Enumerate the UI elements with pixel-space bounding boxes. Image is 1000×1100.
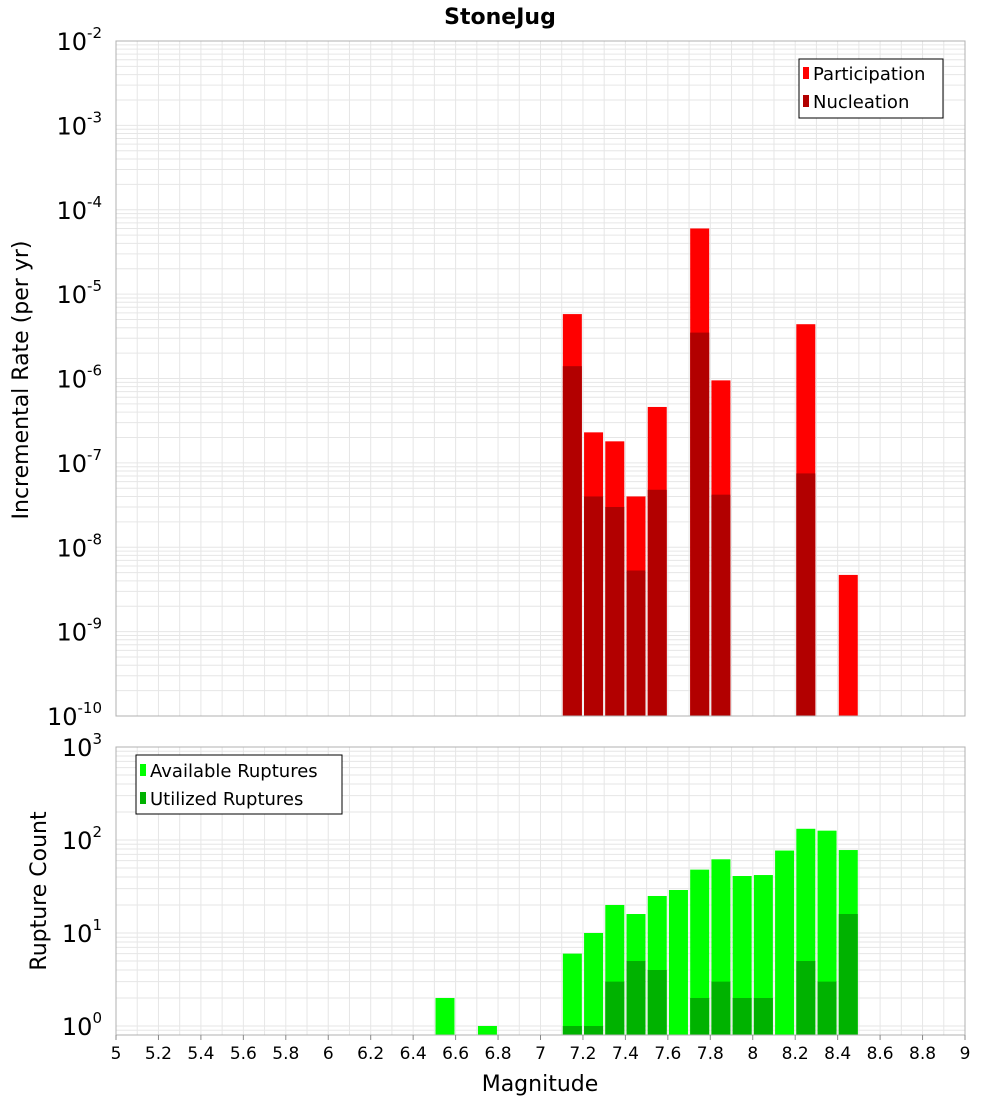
bar-nucleation	[690, 332, 710, 716]
bottom-bars	[435, 828, 858, 1035]
bar-utilized-ruptures	[838, 914, 858, 1035]
legend-swatch-available	[140, 764, 146, 776]
legend-swatch-participation	[803, 67, 809, 79]
x-tick-label: 7.6	[654, 1044, 681, 1064]
bar-nucleation	[562, 366, 582, 716]
top-grid	[115, 40, 966, 717]
bar-participation	[838, 574, 858, 716]
legend-label-nucleation: Nucleation	[813, 92, 909, 113]
bar-utilized-ruptures	[711, 981, 731, 1035]
bar-utilized-ruptures	[753, 997, 773, 1035]
x-tick-label: 9	[960, 1044, 971, 1064]
bar-available-ruptures	[584, 932, 604, 1035]
y-tick-label: 10-9	[56, 615, 102, 647]
top-plot-frame	[115, 40, 966, 717]
x-tick-label: 7.2	[569, 1044, 596, 1064]
legend-swatch-nucleation	[803, 95, 809, 107]
bar-nucleation	[647, 489, 667, 716]
y-tick-label: 10-3	[56, 108, 102, 140]
bottom-y-axis-label: Rupture Count	[27, 811, 52, 971]
y-tick-label: 10-7	[56, 446, 102, 478]
y-tick-label: 10-8	[56, 530, 102, 562]
y-tick-label: 102	[62, 823, 102, 855]
x-tick-label: 8.4	[824, 1044, 851, 1064]
x-tick-label: 5.4	[187, 1044, 214, 1064]
top-legend-box	[798, 58, 944, 119]
x-tick-label: 6.6	[442, 1044, 469, 1064]
y-tick-label: 10-2	[56, 24, 102, 56]
y-tick-label: 10-6	[56, 362, 102, 394]
bar-nucleation	[711, 494, 731, 716]
y-tick-label: 101	[62, 916, 102, 948]
y-tick-label: 10-4	[56, 193, 102, 225]
x-tick-label: 5.8	[272, 1044, 299, 1064]
bar-nucleation	[796, 473, 816, 716]
bar-utilized-ruptures	[584, 1025, 604, 1035]
x-tick-label: 7	[535, 1044, 546, 1064]
bar-available-ruptures	[435, 997, 455, 1035]
top-y-ticks: 10-2 10-3 10-4 10-5 10-6 10-7 10-8 10-9 10-10	[47, 24, 102, 731]
x-tick-label: 8.2	[782, 1044, 809, 1064]
x-tick-label: 8	[747, 1044, 758, 1064]
y-tick-label: 10-10	[47, 699, 102, 731]
y-tick-label: 103	[62, 730, 102, 762]
bottom-panel: 103 102 101 100 5 5.2 5.4 5.6 5.8 6 6.2 6.4 6.6 6.8 7…	[27, 730, 970, 1097]
x-tick-label: 5.2	[145, 1044, 172, 1064]
x-tick-label: 7.4	[612, 1044, 639, 1064]
bar-available-ruptures	[477, 1025, 497, 1035]
x-tick-label: 6	[323, 1044, 334, 1064]
bar-utilized-ruptures	[626, 960, 646, 1035]
legend-label-utilized: Utilized Ruptures	[150, 789, 303, 810]
x-tick-label: 7.8	[697, 1044, 724, 1064]
top-y-axis-label: Incremental Rate (per yr)	[9, 241, 34, 520]
bottom-legend: Available Ruptures Utilized Ruptures	[135, 754, 343, 815]
bar-available-ruptures	[668, 889, 688, 1035]
top-panel: 10-2 10-3 10-4 10-5 10-6 10-7 10-8 10-9 10-10 In…	[9, 24, 966, 731]
x-axis-label: Magnitude	[482, 1072, 599, 1097]
y-tick-label: 10-5	[56, 277, 102, 309]
x-tick-label: 5.6	[230, 1044, 257, 1064]
y-tick-label: 100	[62, 1009, 102, 1041]
bottom-y-ticks: 103 102 101 100	[62, 730, 102, 1041]
x-tick-label: 5	[111, 1044, 122, 1064]
bar-nucleation	[626, 570, 646, 716]
bar-available-ruptures	[775, 850, 795, 1035]
legend-label-available: Available Ruptures	[150, 761, 318, 782]
bar-utilized-ruptures	[732, 997, 752, 1035]
top-bars	[562, 228, 858, 716]
legend-swatch-utilized	[140, 792, 146, 804]
bottom-legend-box	[135, 754, 343, 815]
bar-available-ruptures	[690, 869, 710, 1035]
x-tick-label: 8.6	[867, 1044, 894, 1064]
x-tick-label: 6.4	[400, 1044, 427, 1064]
x-tick-label: 8.8	[909, 1044, 936, 1064]
bar-utilized-ruptures	[690, 997, 710, 1035]
bar-nucleation	[584, 496, 604, 716]
bar-utilized-ruptures	[647, 969, 667, 1035]
top-legend: Participation Nucleation	[798, 58, 944, 119]
chart-title: StoneJug	[444, 5, 556, 30]
bar-nucleation	[605, 506, 625, 716]
bar-utilized-ruptures	[796, 960, 816, 1035]
legend-label-participation: Participation	[813, 64, 925, 85]
bar-utilized-ruptures	[562, 1025, 582, 1035]
bar-available-ruptures	[732, 876, 752, 1035]
x-tick-label: 6.2	[357, 1044, 384, 1064]
x-tick-label: 6.8	[485, 1044, 512, 1064]
bar-available-ruptures	[562, 953, 582, 1035]
bar-utilized-ruptures	[817, 981, 837, 1035]
bar-utilized-ruptures	[605, 981, 625, 1035]
bar-available-ruptures	[753, 875, 773, 1035]
x-ticks: 5 5.2 5.4 5.6 5.8 6 6.2 6.4 6.6 6.8 7 7.2 7.4 7.6 7.8 8…	[111, 1035, 971, 1064]
